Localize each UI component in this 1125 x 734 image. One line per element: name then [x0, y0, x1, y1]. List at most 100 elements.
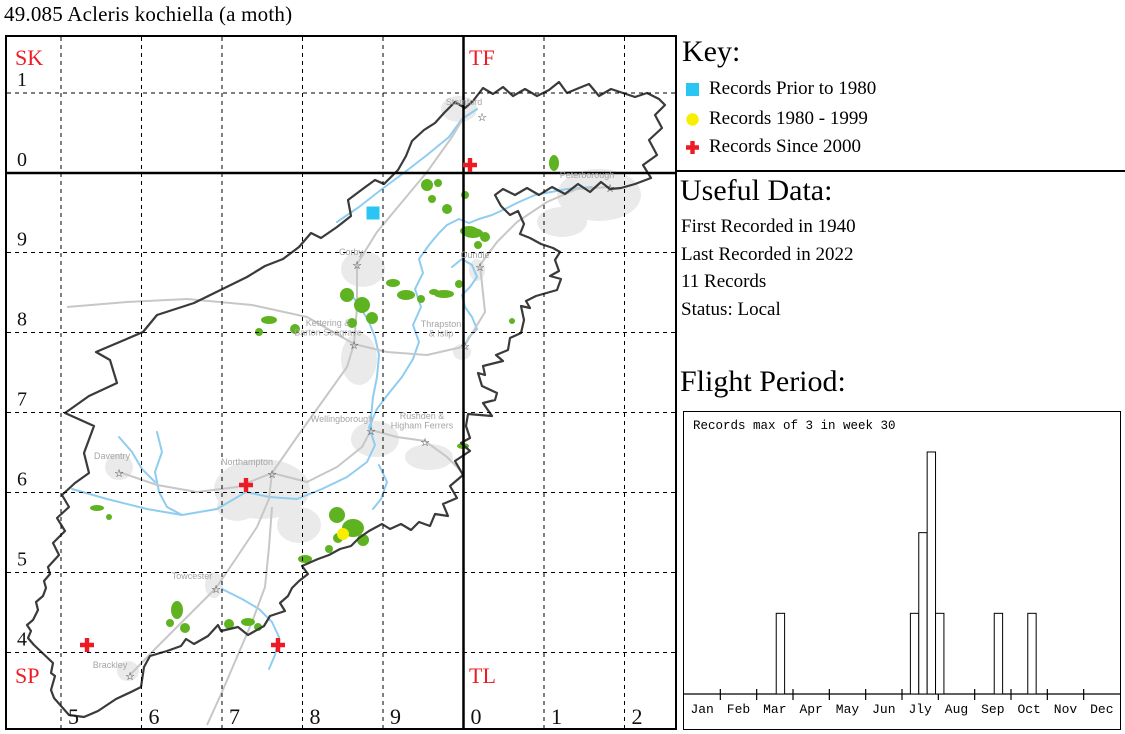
- useful-data-lines: First Recorded in 1940 Last Recorded in …: [681, 213, 856, 323]
- town-star-icon: ☆: [605, 182, 615, 195]
- town-label: Towcester: [172, 571, 213, 581]
- last-recorded-line: Last Recorded in 2022: [681, 243, 854, 265]
- first-recorded-line: First Recorded in 1940: [681, 216, 856, 237]
- town-label: Kettering &: [306, 318, 351, 328]
- rivers: [71, 108, 593, 670]
- yellow-circle-icon: [685, 112, 700, 127]
- roads: [66, 116, 611, 726]
- month-label: Jun: [872, 702, 895, 717]
- town-star-icon: ☆: [211, 583, 221, 596]
- status-line: Status: Local: [681, 298, 781, 320]
- month-label: Feb: [727, 702, 750, 717]
- grid-col-label: 8: [310, 704, 321, 728]
- town-star-icon: ☆: [475, 261, 485, 274]
- flight-period-canvas: Records max of 3 in week 30 Jan Feb Mar Apr M…: [684, 419, 1120, 717]
- grid-col-label: 5: [68, 704, 79, 728]
- month-label: Mar: [763, 702, 786, 717]
- town-star-icon: ☆: [352, 259, 362, 272]
- town-label: Brackley: [93, 660, 128, 670]
- town-label: Higham Ferrers: [391, 421, 454, 431]
- town-star-icon: ☆: [366, 425, 376, 438]
- grid-row-label: 5: [17, 549, 27, 571]
- useful-data-heading: Useful Data:: [680, 174, 833, 207]
- grid-row-label: 0: [17, 149, 27, 171]
- town-label: Wellingborough: [311, 414, 373, 424]
- month-label: Apr: [799, 702, 822, 717]
- month-label: Oct: [1017, 702, 1040, 717]
- county-boundary: [25, 80, 667, 719]
- grid-row-label: 1: [17, 69, 27, 91]
- chart-annotation: Records max of 3 in week 30: [693, 419, 896, 433]
- key-heading: Key:: [682, 35, 741, 68]
- zone-label-sk: SK: [15, 45, 43, 70]
- town-label: Thrapston: [421, 319, 462, 329]
- flight-period-bar: [918, 532, 928, 695]
- flight-period-bar: [935, 612, 945, 695]
- grid-col-label: 9: [390, 704, 401, 728]
- grid-row-label: 9: [17, 229, 27, 251]
- town-label: Daventry: [94, 451, 131, 461]
- distribution-map: Stamford ☆ Peterborough ☆ Corby ☆ Oundle ☆ Kette…: [5, 35, 677, 730]
- grid-lines: [7, 37, 675, 728]
- month-label: Jan: [690, 702, 713, 717]
- town-label: Northampton: [221, 457, 273, 467]
- flight-period-chart: Records max of 3 in week 30 Jan Feb Mar Apr M…: [683, 411, 1121, 730]
- info-panel: Key: Records Prior to 1980 Records 1980 …: [677, 35, 1125, 734]
- key-item-prior-1980: Records Prior to 1980: [685, 77, 876, 101]
- zone-label-tf: TF: [469, 45, 495, 70]
- town-label: Stamford: [446, 97, 483, 107]
- key-item-since-2000: Records Since 2000: [685, 135, 861, 159]
- record-marker-since-2000: [271, 638, 285, 652]
- town-star-icon: ☆: [420, 436, 430, 449]
- key-label: Records 1980 - 1999: [709, 108, 868, 129]
- record-marker-since-2000: [80, 638, 94, 652]
- zone-label-sp: SP: [15, 663, 39, 688]
- town-star-icon: ☆: [460, 340, 470, 353]
- urban-areas: [105, 96, 641, 681]
- town-label: Corby: [339, 247, 364, 257]
- key-label: Records Prior to 1980: [709, 78, 877, 99]
- town-star-icon: ☆: [267, 468, 277, 481]
- grid-col-label: 2: [632, 704, 643, 728]
- woodland-patches: [90, 155, 559, 633]
- red-cross-icon: [685, 140, 700, 155]
- record-marker-prior-1980: [366, 206, 380, 220]
- town-label: Oundle: [460, 250, 489, 260]
- grid-col-label: 7: [229, 704, 240, 728]
- month-label: Sep: [981, 702, 1004, 717]
- town-star-icon: ☆: [125, 670, 135, 683]
- grid-col-label: 1: [551, 704, 562, 728]
- month-label: Nov: [1054, 702, 1078, 717]
- grid-col-label: 6: [149, 704, 160, 728]
- zone-label-tl: TL: [469, 663, 496, 688]
- month-label: Jly: [908, 702, 932, 717]
- town-labels: Stamford☆Peterborough☆Corby☆Oundle☆Kette…: [93, 97, 615, 683]
- record-marker-1980-1999: [337, 528, 349, 540]
- key-item-1980-1999: Records 1980 - 1999: [685, 107, 868, 131]
- month-label: May: [836, 702, 860, 717]
- key-label: Records Since 2000: [709, 136, 861, 157]
- page-title: 49.085 Acleris kochiella (a moth): [4, 2, 293, 26]
- record-count-line: 11 Records: [681, 271, 767, 292]
- record-marker-since-2000: [463, 158, 477, 172]
- flight-period-bar: [1027, 612, 1037, 695]
- section-divider: [677, 170, 1125, 172]
- month-label: Aug: [945, 702, 968, 717]
- town-label: Barton Seagrave: [294, 328, 362, 338]
- flight-period-bar: [909, 612, 920, 695]
- grid-row-label: 8: [17, 309, 27, 331]
- record-markers: [80, 158, 477, 652]
- town-star-icon: ☆: [477, 111, 487, 124]
- town-label: Rushden &: [400, 411, 445, 421]
- town-star-icon: ☆: [114, 467, 124, 480]
- grid-row-label: 4: [17, 629, 27, 651]
- flight-period-bar: [926, 451, 937, 695]
- flight-period-heading: Flight Period:: [680, 365, 846, 398]
- town-label: Peterborough: [560, 170, 615, 180]
- grid-row-label: 7: [17, 389, 27, 411]
- grid-col-label: 0: [471, 704, 482, 728]
- blue-square-icon: [685, 82, 700, 97]
- map-canvas: Stamford☆Peterborough☆Corby☆Oundle☆Kette…: [7, 37, 675, 728]
